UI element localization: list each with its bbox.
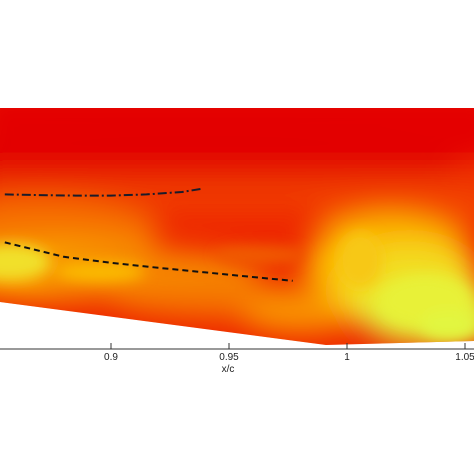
x-axis: 0.9 0.95 1 1.05 x/c bbox=[0, 343, 474, 375]
x-tick-label: 0.9 bbox=[104, 352, 118, 363]
x-tick-label: 0.95 bbox=[219, 352, 239, 363]
dash-dot-line bbox=[4, 187, 204, 197]
x-tick-label: 1.05 bbox=[455, 352, 474, 363]
contour-field bbox=[0, 108, 474, 345]
x-axis-label: x/c bbox=[222, 364, 235, 375]
dashed-line bbox=[4, 241, 293, 282]
x-tick-label: 1 bbox=[344, 352, 350, 363]
field-highlights bbox=[0, 232, 474, 340]
